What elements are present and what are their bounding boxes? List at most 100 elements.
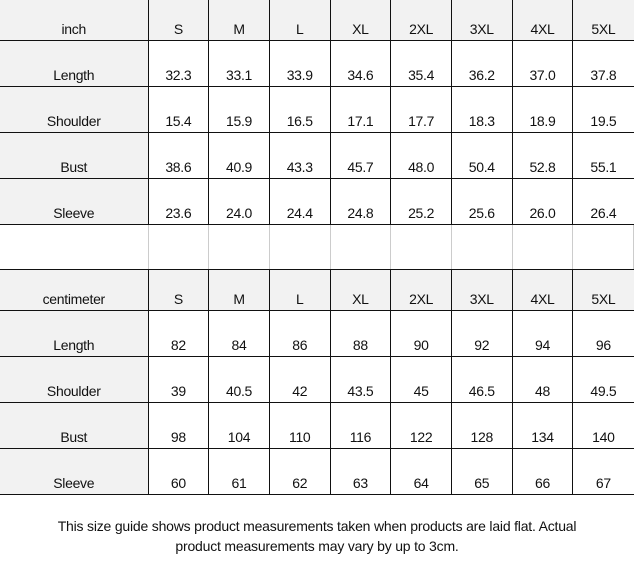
measurement-value: 63 [330,448,392,495]
measurement-value: 32.3 [148,40,210,87]
size-header: 4XL [512,269,574,311]
empty-cell [208,224,270,270]
measurement-value: 65 [451,448,513,495]
measurement-label: Shoulder [0,356,149,403]
size-header: S [148,269,210,311]
empty-cell [330,224,392,270]
measurement-value: 40.9 [208,132,270,179]
measurement-label: Bust [0,402,149,449]
measurement-value: 24.0 [208,178,270,225]
measurement-value: 38.6 [148,132,210,179]
empty-cell [572,224,634,270]
measurement-value: 66 [512,448,574,495]
empty-cell [269,224,331,270]
measurement-value: 43.5 [330,356,392,403]
size-header: 3XL [451,0,513,41]
unit-header: centimeter [0,269,149,311]
size-header: 2XL [390,269,452,311]
empty-cell [0,224,149,270]
measurement-value: 67 [572,448,634,495]
measurement-value: 36.2 [451,40,513,87]
empty-cell [148,224,210,270]
size-header: 5XL [572,0,634,41]
size-header: 4XL [512,0,574,41]
measurement-value: 110 [269,402,331,449]
table-row: Bust 98 104 110 116 122 128 134 140 [0,402,634,449]
measurement-value: 16.5 [269,86,331,133]
measurement-value: 52.8 [512,132,574,179]
measurement-value: 39 [148,356,210,403]
size-header: 2XL [390,0,452,41]
measurement-label: Bust [0,132,149,179]
measurement-value: 62 [269,448,331,495]
unit-header: inch [0,0,149,41]
size-header: 5XL [572,269,634,311]
measurement-value: 45 [390,356,452,403]
measurement-value: 48 [512,356,574,403]
size-header: L [269,0,331,41]
empty-cell [390,224,452,270]
measurement-label: Shoulder [0,86,149,133]
measurement-value: 122 [390,402,452,449]
note-line-1: This size guide shows product measuremen… [57,518,577,534]
size-header: M [208,269,270,311]
table-row: Bust 38.6 40.9 43.3 45.7 48.0 50.4 52.8 55.1 [0,132,634,179]
measurement-value: 90 [390,310,452,357]
size-header: M [208,0,270,41]
table-row: Length 82 84 86 88 90 92 94 96 [0,310,634,357]
measurement-value: 26.0 [512,178,574,225]
measurement-value: 84 [208,310,270,357]
size-guide-note: This size guide shows product measuremen… [0,516,634,556]
spacer-row [0,224,634,270]
measurement-value: 15.9 [208,86,270,133]
note-line-2: product measurements may vary by up to 3… [175,538,459,554]
measurement-value: 33.9 [269,40,331,87]
measurement-value: 98 [148,402,210,449]
table-row: Shoulder 39 40.5 42 43.5 45 46.5 48 49.5 [0,356,634,403]
measurement-value: 88 [330,310,392,357]
size-header: XL [330,0,392,41]
measurement-value: 61 [208,448,270,495]
measurement-value: 134 [512,402,574,449]
header-row: inch S M L XL 2XL 3XL 4XL 5XL [0,0,634,41]
header-row: centimeter S M L XL 2XL 3XL 4XL 5XL [0,269,634,311]
measurement-value: 18.3 [451,86,513,133]
measurement-value: 45.7 [330,132,392,179]
measurement-value: 128 [451,402,513,449]
measurement-value: 25.2 [390,178,452,225]
size-chart-table: inch S M L XL 2XL 3XL 4XL 5XL Length 32.3 33.1 33.9 3… [0,0,634,495]
measurement-label: Sleeve [0,178,149,225]
measurement-value: 37.0 [512,40,574,87]
measurement-value: 60 [148,448,210,495]
measurement-value: 15.4 [148,86,210,133]
measurement-value: 50.4 [451,132,513,179]
measurement-value: 64 [390,448,452,495]
measurement-value: 104 [208,402,270,449]
measurement-label: Length [0,40,149,87]
measurement-value: 140 [572,402,634,449]
size-header: L [269,269,331,311]
table-row: Shoulder 15.4 15.9 16.5 17.1 17.7 18.3 18.9 19.5 [0,86,634,133]
measurement-value: 96 [572,310,634,357]
measurement-value: 92 [451,310,513,357]
table-row: Length 32.3 33.1 33.9 34.6 35.4 36.2 37.0 37.8 [0,40,634,87]
size-header: XL [330,269,392,311]
measurement-value: 26.4 [572,178,634,225]
measurement-value: 37.8 [572,40,634,87]
empty-cell [451,224,513,270]
measurement-label: Sleeve [0,448,149,495]
measurement-value: 40.5 [208,356,270,403]
size-header: S [148,0,210,41]
measurement-value: 25.6 [451,178,513,225]
table-row: Sleeve 23.6 24.0 24.4 24.8 25.2 25.6 26.0 26.4 [0,178,634,225]
measurement-value: 94 [512,310,574,357]
size-header: 3XL [451,269,513,311]
measurement-value: 24.4 [269,178,331,225]
measurement-value: 33.1 [208,40,270,87]
measurement-value: 34.6 [330,40,392,87]
measurement-value: 23.6 [148,178,210,225]
measurement-value: 116 [330,402,392,449]
measurement-value: 35.4 [390,40,452,87]
measurement-value: 18.9 [512,86,574,133]
measurement-value: 55.1 [572,132,634,179]
